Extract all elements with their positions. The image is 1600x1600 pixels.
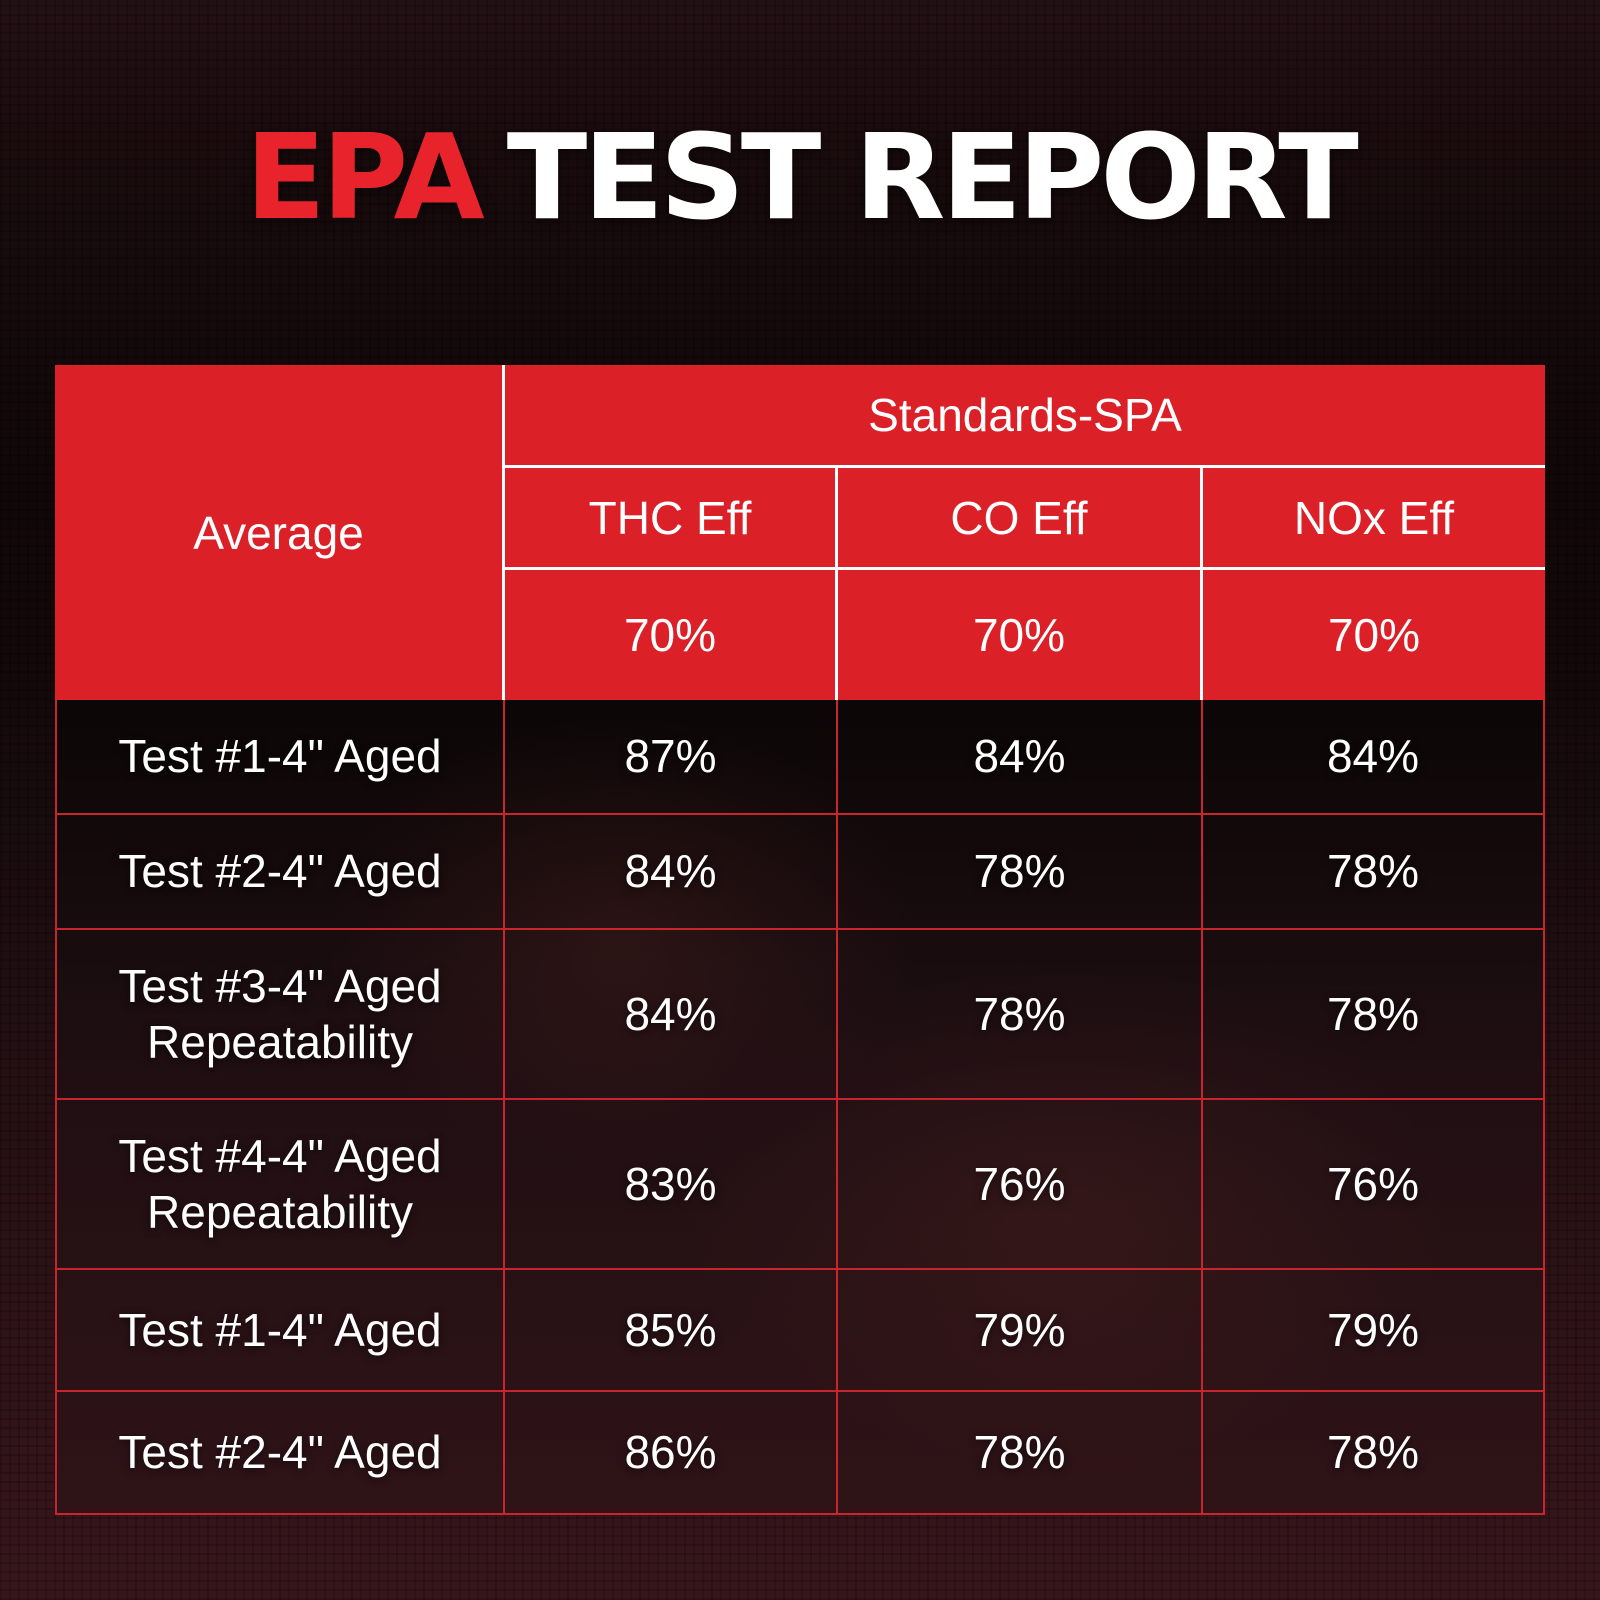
value-cell: 78% — [1203, 930, 1545, 1100]
row-label: Test #1-4" Aged — [55, 1270, 505, 1392]
row-label: Test #1-4" Aged — [55, 700, 505, 815]
value-cell: 84% — [838, 700, 1203, 815]
value-cell: 87% — [505, 700, 838, 815]
value-cell: 84% — [505, 815, 838, 930]
value-cell: 78% — [838, 815, 1203, 930]
report-title: EPA TEST REPORT — [0, 108, 1600, 246]
value-cell: 76% — [838, 1100, 1203, 1270]
value-cell: 76% — [1203, 1100, 1545, 1270]
title-highlight: EPA — [245, 108, 485, 246]
value-cell: 86% — [505, 1392, 838, 1515]
value-cell: 78% — [838, 930, 1203, 1100]
standard-value-co: 70% — [838, 570, 1203, 700]
column-header-thc-eff: THC Eff — [505, 468, 838, 570]
value-cell: 78% — [1203, 1392, 1545, 1515]
row-header-average: Average — [55, 365, 505, 700]
epa-test-table: Average Standards-SPA THC Eff CO Eff NOx… — [55, 365, 1545, 1515]
group-header-standards-spa: Standards-SPA — [505, 365, 1545, 468]
value-cell: 85% — [505, 1270, 838, 1392]
title-rest: TEST REPORT — [506, 108, 1359, 246]
value-cell: 79% — [1203, 1270, 1545, 1392]
value-cell: 79% — [838, 1270, 1203, 1392]
column-header-nox-eff: NOx Eff — [1203, 468, 1545, 570]
value-cell: 83% — [505, 1100, 838, 1270]
row-label: Test #2-4" Aged — [55, 815, 505, 930]
row-label: Test #3-4" Aged Repeatability — [55, 930, 505, 1100]
row-label: Test #4-4" Aged Repeatability — [55, 1100, 505, 1270]
value-cell: 78% — [838, 1392, 1203, 1515]
value-cell: 84% — [1203, 700, 1545, 815]
standard-value-nox: 70% — [1203, 570, 1545, 700]
column-header-co-eff: CO Eff — [838, 468, 1203, 570]
value-cell: 78% — [1203, 815, 1545, 930]
row-label: Test #2-4" Aged — [55, 1392, 505, 1515]
standard-value-thc: 70% — [505, 570, 838, 700]
value-cell: 84% — [505, 930, 838, 1100]
